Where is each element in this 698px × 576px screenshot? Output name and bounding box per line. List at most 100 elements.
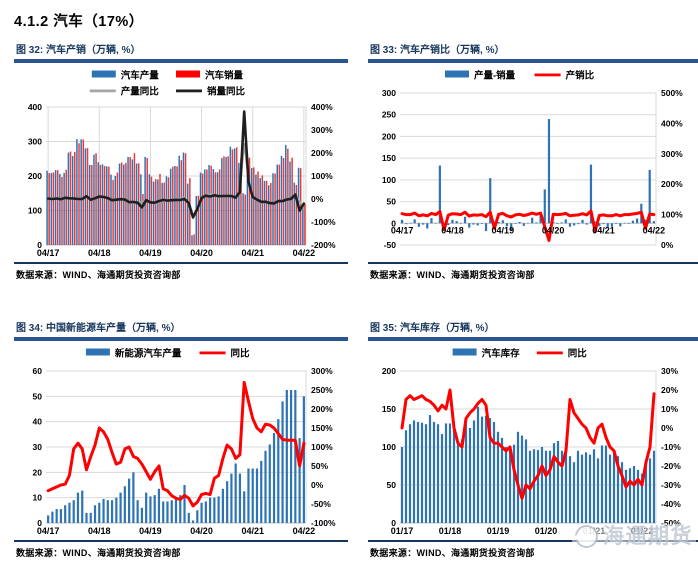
svg-text:200%: 200% [311, 148, 333, 158]
svg-text:50: 50 [387, 196, 397, 206]
line-series-0 [47, 142, 305, 220]
svg-text:100: 100 [382, 174, 396, 184]
svg-text:04/19: 04/19 [139, 248, 162, 258]
data-source-label: 数据来源：WIND、海通期货投资咨询部 [16, 270, 181, 280]
svg-text:100%: 100% [661, 209, 683, 219]
data-source-label: 数据来源：WIND、海通期货投资咨询部 [370, 270, 535, 280]
figure-rule-bottom [368, 539, 698, 542]
chart-auto-inventory: 0 50 100 150 200 -50% -40% -30% -20% -10% 0% 10% 20%… [368, 341, 698, 539]
figure-title: 图 35: 汽车库存（万辆, %） [370, 323, 495, 334]
svg-text:新能源汽车产量: 新能源汽车产量 [115, 347, 182, 359]
svg-text:150: 150 [382, 153, 396, 163]
svg-text:汽车产量: 汽车产量 [121, 69, 160, 81]
svg-text:30: 30 [33, 442, 43, 452]
svg-text:20: 20 [33, 467, 43, 477]
svg-text:0%: 0% [311, 480, 324, 490]
bar-series-1 [48, 138, 306, 245]
svg-text:0: 0 [37, 240, 42, 250]
svg-text:产量-销量: 产量-销量 [474, 69, 516, 81]
svg-text:04/19: 04/19 [139, 526, 162, 536]
svg-text:04/20: 04/20 [190, 248, 213, 258]
chart-auto-production-sales: 0 100 200 300 400 -200% -100% 0% 100% 200% 300% 400… [14, 63, 348, 261]
axis-labels: 0 100 200 300 400 -200% -100% 0% 100% 200% 300% 400… [28, 102, 336, 258]
line-series-0 [46, 380, 306, 507]
svg-text:-50%: -50% [311, 499, 331, 509]
svg-text:04/21: 04/21 [592, 225, 615, 235]
line-series-0 [400, 209, 656, 242]
svg-text:300: 300 [382, 88, 396, 98]
figure-title: 图 33: 汽车产销比（万辆, %） [370, 45, 505, 56]
figure-panel-33: 图 33: 汽车产销比（万辆, %） -50 0 50 100 150 200 250 300… [368, 41, 698, 281]
svg-text:04/21: 04/21 [241, 526, 264, 536]
svg-text:100: 100 [28, 205, 42, 215]
svg-text:04/17: 04/17 [37, 526, 60, 536]
figure-rule-bottom [14, 539, 348, 542]
figures-grid: 图 32: 汽车产销（万辆, %） 0 100 200 300 400 -200% -100… [14, 41, 698, 559]
svg-text:50: 50 [387, 480, 397, 490]
legend-row-0: 产量-销量 产销比 [445, 69, 595, 81]
svg-text:04/22: 04/22 [293, 248, 316, 258]
svg-text:0%: 0% [661, 423, 674, 433]
svg-text:100%: 100% [311, 171, 333, 181]
data-source-label: 数据来源：WIND、海通期货投资咨询部 [370, 548, 535, 558]
figure-title: 图 34: 中国新能源车产量（万辆, %） [16, 323, 181, 334]
svg-text:-100%: -100% [311, 217, 336, 227]
svg-text:150%: 150% [311, 423, 333, 433]
svg-text:04/22: 04/22 [643, 225, 666, 235]
svg-text:-10%: -10% [661, 442, 681, 452]
chart-production-sales-ratio: -50 0 50 100 150 200 250 300 0% 100% 200% 300% 400% 5… [368, 63, 698, 261]
svg-text:200%: 200% [661, 179, 683, 189]
fig35-canvas: 0 50 100 150 200 -50% -40% -30% -20% -10% 0% 10% 20%… [382, 347, 681, 536]
figure-rule-bottom [14, 261, 348, 264]
svg-text:04/17: 04/17 [37, 248, 60, 258]
figure-panel-34: 图 34: 中国新能源车产量（万辆, %） 0 10 20 30 40 50 60 -100%… [14, 319, 348, 559]
gridlines [400, 92, 657, 245]
svg-text:300%: 300% [311, 125, 333, 135]
line-series-0 [400, 388, 656, 500]
svg-text:01/19: 01/19 [487, 526, 510, 536]
legend-row-0: 新能源汽车产量 同比 [85, 347, 251, 359]
svg-text:-50%: -50% [661, 518, 681, 528]
svg-text:0: 0 [391, 518, 396, 528]
svg-text:-20%: -20% [661, 461, 681, 471]
svg-text:01/20: 01/20 [535, 526, 558, 536]
figure-rule-bottom [368, 261, 698, 264]
svg-text:产量同比: 产量同比 [121, 85, 160, 97]
svg-text:04/19: 04/19 [492, 225, 515, 235]
svg-text:400: 400 [28, 102, 42, 112]
svg-text:400%: 400% [661, 118, 683, 128]
svg-text:300%: 300% [661, 148, 683, 158]
svg-text:销量同比: 销量同比 [207, 85, 246, 97]
figure-panel-32: 图 32: 汽车产销（万辆, %） 0 100 200 300 400 -200% -100… [14, 41, 348, 281]
svg-text:同比: 同比 [231, 347, 251, 359]
line-series-1 [46, 109, 306, 218]
fig34-canvas: 0 10 20 30 40 50 60 -100% -50% 0% 50% 100% 150% 200% 2… [33, 347, 336, 536]
watermark-text: 海通期货 [603, 525, 693, 548]
legend-row-1: 产量同比 销量同比 [89, 85, 246, 97]
axis-labels: -50 0 50 100 150 200 250 300 0% 100% 200% 300% 400% 5… [382, 88, 683, 250]
svg-text:04/20: 04/20 [542, 225, 565, 235]
svg-text:250: 250 [382, 109, 396, 119]
bar-series-0 [47, 389, 305, 523]
svg-text:04/18: 04/18 [88, 248, 111, 258]
svg-text:60: 60 [33, 366, 43, 376]
svg-text:20%: 20% [661, 385, 678, 395]
svg-text:-50: -50 [384, 240, 397, 250]
svg-text:150: 150 [382, 404, 396, 414]
watermark-logo: 海通期货 [572, 524, 696, 549]
axis-labels: 0 10 20 30 40 50 60 -100% -50% 0% 50% 100% 150% 200% 2… [33, 366, 336, 536]
figure-rule-top [368, 59, 698, 63]
svg-text:04/18: 04/18 [88, 526, 111, 536]
svg-text:100%: 100% [311, 442, 333, 452]
svg-text:01/17: 01/17 [391, 526, 414, 536]
data-source-label: 数据来源：WIND、海通期货投资咨询部 [16, 548, 181, 558]
fig33-canvas: -50 0 50 100 150 200 250 300 0% 100% 200% 300% 400% 5… [382, 69, 683, 250]
svg-text:-200%: -200% [311, 240, 336, 250]
axis-labels: 0 50 100 150 200 -50% -40% -30% -20% -10% 0% 10% 20%… [382, 366, 681, 536]
svg-text:200%: 200% [311, 404, 333, 414]
svg-text:0: 0 [391, 218, 396, 228]
svg-text:10: 10 [33, 492, 43, 502]
svg-text:500%: 500% [661, 88, 683, 98]
bar-series-0 [400, 406, 656, 523]
